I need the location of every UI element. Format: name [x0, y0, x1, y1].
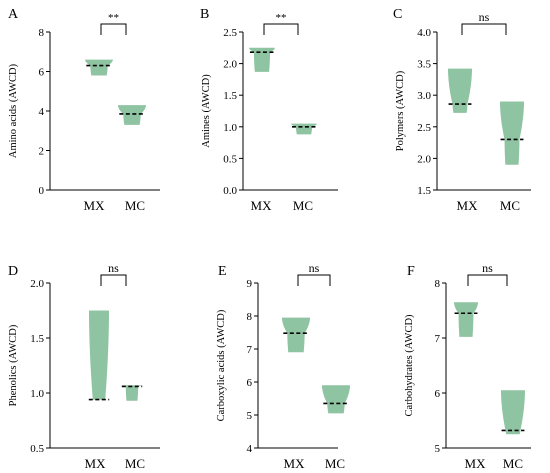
y-axis-label: Carbohydrates (AWCD) [404, 314, 415, 417]
y-tick-label: 8 [435, 278, 441, 290]
y-axis-label: Carboxylic acids (AWCD) [216, 309, 227, 421]
y-axis-label: Polymers (AWCD) [395, 70, 406, 151]
panel-a: A 0 2 4 6 8 Amino acids (AWCD) MX MC ** [8, 7, 160, 213]
y-tick-label: 0.0 [223, 185, 237, 197]
y-axis-label: Amines (AWCD) [201, 74, 212, 148]
x-tick-label: MC [325, 456, 345, 471]
y-tick-label: 2.0 [417, 153, 431, 165]
y-tick-label: 2.0 [30, 278, 44, 290]
y-tick-label: 1.5 [223, 90, 237, 102]
significance-label: ns [479, 10, 490, 24]
significance-label: ns [309, 261, 320, 275]
violin-mx [89, 310, 109, 400]
y-tick-label: 1.0 [30, 388, 44, 400]
panel-label: D [8, 264, 18, 279]
panel-label: E [218, 264, 227, 279]
y-axis-label: Amino acids (AWCD) [8, 63, 19, 158]
y-tick-label: 7 [435, 333, 441, 345]
panel-label: F [407, 264, 415, 279]
violin-mc [500, 101, 524, 165]
panel-f: F 5 6 7 8 Carbohydrates (AWCD) MX MC ns [404, 261, 531, 471]
y-axis-label: Phenolics (AWCD) [8, 324, 19, 406]
panel-label: C [393, 7, 402, 22]
violin-mx [282, 317, 310, 353]
y-tick-label: 1.5 [417, 185, 431, 197]
significance-label: ns [482, 261, 493, 275]
violin-mx [448, 68, 472, 113]
panel-c: C 1.5 2.0 2.5 3.0 3.5 4.0 Polymers (AWCD) MX MC ns [393, 7, 531, 213]
significance-bracket [100, 23, 127, 35]
violin-mc [501, 390, 525, 435]
y-tick-label: 2.5 [417, 122, 431, 134]
y-tick-label: 3.0 [417, 90, 431, 102]
x-tick-label: MC [503, 456, 523, 471]
significance-bracket [461, 23, 507, 35]
violin-mc [122, 385, 142, 401]
violin-mx [249, 47, 275, 72]
y-tick-label: 6 [247, 377, 253, 389]
y-tick-label: 8 [39, 27, 45, 39]
x-tick-label: MC [125, 456, 145, 471]
violin-mx [454, 302, 478, 337]
violin-mc [118, 105, 146, 125]
violin-mc [291, 123, 317, 135]
panel-label: A [8, 7, 19, 22]
significance-label: ** [108, 12, 119, 24]
y-tick-label: 9 [247, 278, 253, 290]
y-tick-label: 0.5 [223, 153, 237, 165]
y-tick-label: 6 [435, 388, 441, 400]
x-tick-label: MX [251, 198, 273, 213]
panel-b: B 0.0 0.5 1.0 1.5 2.0 2.5 Amines (AWCD) MX MC ** [200, 7, 338, 213]
significance-bracket [297, 274, 331, 286]
x-tick-label: MX [85, 456, 107, 471]
panel-e: E 4 5 6 7 8 9 Carboxylic acids (AWCD) MX MC ns [216, 261, 350, 471]
y-tick-label: 1.5 [30, 333, 44, 345]
y-tick-label: 2 [39, 146, 45, 158]
y-tick-label: 6 [39, 67, 45, 79]
y-tick-label: 5 [435, 443, 441, 455]
violin-mc [322, 385, 350, 414]
significance-label: ** [276, 12, 287, 24]
significance-bracket [263, 23, 299, 35]
x-tick-label: MX [84, 198, 106, 213]
y-tick-label: 1.0 [223, 122, 237, 134]
panel-label: B [200, 7, 209, 22]
x-tick-label: MX [465, 456, 487, 471]
y-tick-label: 2.5 [223, 27, 237, 39]
x-tick-label: MX [457, 198, 479, 213]
x-tick-label: MC [125, 198, 145, 213]
y-tick-label: 2.0 [223, 59, 237, 71]
x-tick-label: MC [500, 198, 520, 213]
y-tick-label: 7 [247, 344, 253, 356]
y-tick-label: 5 [247, 410, 253, 422]
x-tick-label: MX [284, 456, 306, 471]
y-tick-label: 4 [39, 106, 45, 118]
x-tick-label: MC [293, 198, 313, 213]
y-tick-label: 0 [39, 185, 45, 197]
significance-label: ns [108, 261, 119, 275]
y-tick-label: 4 [247, 443, 253, 455]
significance-bracket [467, 274, 508, 286]
violin-mx [85, 59, 113, 76]
significance-bracket [100, 274, 127, 286]
y-tick-label: 3.5 [417, 59, 431, 71]
y-tick-label: 4.0 [417, 27, 431, 39]
panel-d: D 0.5 1.0 1.5 2.0 Phenolics (AWCD) MX MC ns [8, 261, 160, 471]
y-tick-label: 0.5 [30, 443, 44, 455]
y-tick-label: 8 [247, 311, 253, 323]
